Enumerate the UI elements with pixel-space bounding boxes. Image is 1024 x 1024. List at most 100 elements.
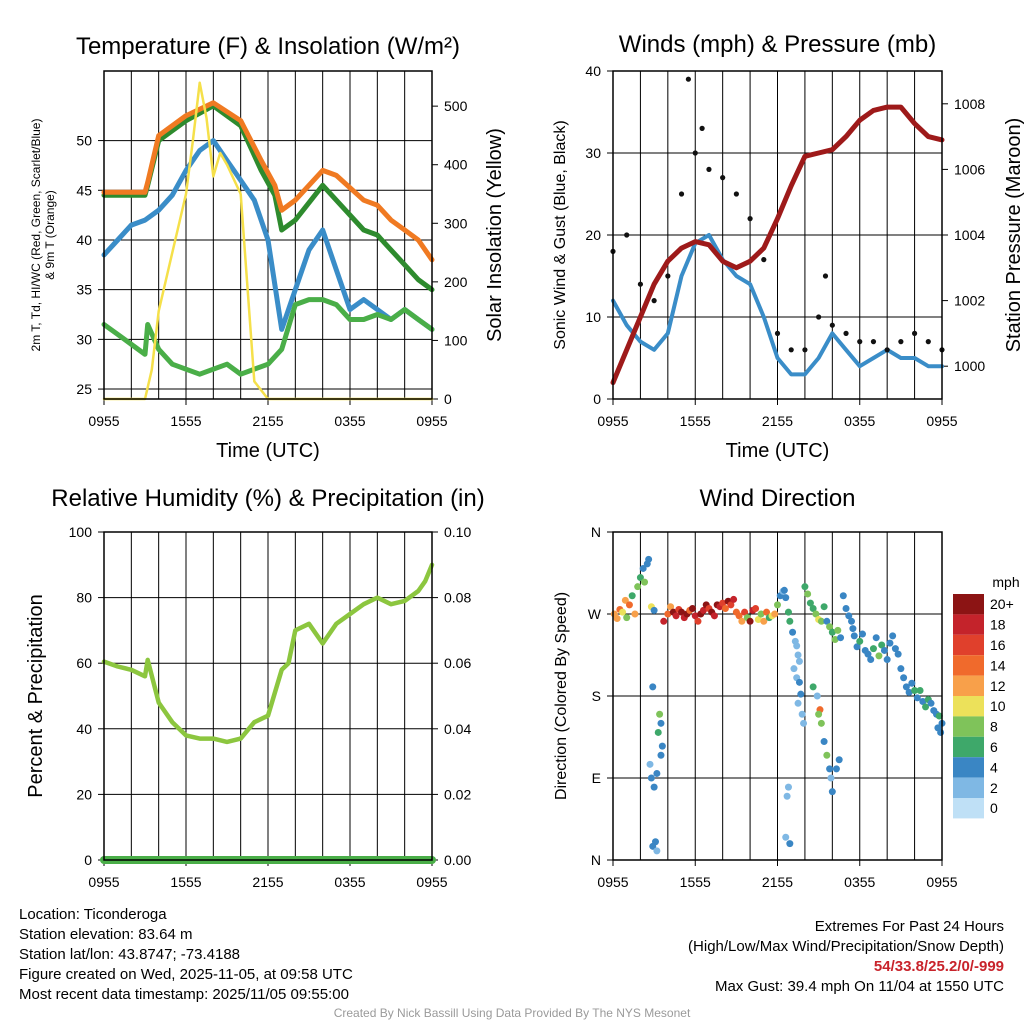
direction-point bbox=[735, 612, 743, 620]
direction-point bbox=[721, 605, 729, 613]
direction-point bbox=[809, 605, 817, 613]
direction-point bbox=[784, 783, 792, 791]
direction-point bbox=[935, 712, 943, 720]
gust-point bbox=[857, 339, 863, 345]
direction-point bbox=[842, 605, 850, 613]
direction-point bbox=[672, 612, 680, 620]
y-axis-title-line1: 2m T, Td, HI/WC (Red, Green, Scarlet/Blu… bbox=[29, 119, 43, 352]
colorbar: mph 20+ 18 16 14 12 10 8 6 4 2 0 bbox=[953, 574, 1020, 819]
direction-point bbox=[793, 642, 801, 650]
figure-created: Figure created on Wed, 2025-11-05, at 09… bbox=[19, 966, 353, 983]
direction-point bbox=[646, 760, 654, 768]
max-gust: Max Gust: 39.4 mph On 11/04 at 1550 UTC bbox=[714, 978, 1004, 995]
colorbar-label: 20+ bbox=[990, 596, 1014, 612]
direction-point bbox=[817, 617, 825, 625]
credit-line: Created By Nick Bassill Using Data Provi… bbox=[333, 1006, 691, 1020]
y-tick-label: 0 bbox=[593, 391, 601, 407]
x-tick-label: 0355 bbox=[334, 874, 365, 890]
direction-point bbox=[625, 601, 633, 609]
series-line-2m-td bbox=[101, 297, 435, 377]
series-line-solar-insolation bbox=[102, 81, 434, 401]
direction-point bbox=[691, 612, 699, 620]
y2-tick-label: 300 bbox=[444, 215, 468, 231]
extremes-panel: Extremes For Past 24 Hours (High/Low/Max… bbox=[688, 917, 1004, 997]
direction-point bbox=[858, 630, 866, 638]
y-tick-label: 35 bbox=[76, 282, 92, 298]
direction-point bbox=[800, 719, 808, 727]
x-axis-title: Time (UTC) bbox=[726, 440, 830, 462]
y-tick-label: 30 bbox=[585, 145, 601, 161]
gust-point bbox=[802, 347, 808, 353]
direction-point bbox=[826, 623, 834, 631]
y-tick-label: 60 bbox=[76, 655, 92, 671]
y-axis-title: Direction (Colored By Speed) bbox=[553, 592, 570, 800]
gust-point bbox=[816, 314, 822, 320]
extremes-title: Extremes For Past 24 Hours bbox=[814, 918, 1004, 935]
colorbar-swatch bbox=[953, 675, 984, 696]
direction-point bbox=[883, 656, 891, 664]
extremes-subtitle: (High/Low/Max Wind/Precipitation/Snow De… bbox=[688, 938, 1004, 955]
direction-point bbox=[746, 617, 754, 625]
y-tick-label: 40 bbox=[585, 63, 601, 79]
direction-point bbox=[831, 636, 839, 644]
panel-wdir: 0955 1555 2155 0355 0955 Wind Direction N E S W N D… bbox=[553, 485, 958, 890]
direction-point bbox=[741, 608, 749, 616]
direction-point bbox=[837, 634, 845, 642]
colorbar-label: 16 bbox=[990, 637, 1006, 653]
y-tick-label: 40 bbox=[76, 721, 92, 737]
direction-point bbox=[657, 719, 665, 727]
direction-point bbox=[639, 564, 647, 572]
colorbar-label: 2 bbox=[990, 780, 998, 796]
direction-point bbox=[631, 610, 639, 618]
y-tick-label: 25 bbox=[76, 381, 92, 397]
direction-point bbox=[897, 665, 905, 673]
gust-point bbox=[685, 76, 691, 82]
direction-point bbox=[812, 610, 820, 618]
gust-point bbox=[829, 322, 835, 328]
direction-point bbox=[845, 612, 853, 620]
direction-point bbox=[634, 583, 642, 591]
colorbar-label: 12 bbox=[990, 678, 1006, 694]
direction-point bbox=[710, 612, 718, 620]
direction-point bbox=[934, 724, 942, 732]
y2-tick-label: 1000 bbox=[954, 358, 985, 374]
x-tick-label: 0955 bbox=[926, 874, 957, 890]
x-tick-label: 1555 bbox=[680, 874, 711, 890]
gust-point bbox=[637, 281, 644, 287]
gust-point bbox=[699, 125, 705, 131]
direction-point bbox=[613, 615, 621, 623]
colorbar-label: 4 bbox=[990, 759, 998, 775]
direction-point bbox=[798, 710, 806, 718]
direction-point bbox=[823, 617, 831, 625]
colorbar-label: 8 bbox=[990, 719, 998, 735]
y-tick-label: N bbox=[591, 852, 601, 868]
direction-point bbox=[900, 674, 908, 682]
colorbar-label: 14 bbox=[990, 657, 1006, 673]
series-line-hi-wc bbox=[101, 138, 435, 332]
direction-point bbox=[797, 690, 805, 698]
series-line-station-pressure bbox=[610, 104, 945, 386]
x-tick-label: 0955 bbox=[926, 413, 957, 429]
direction-point bbox=[875, 652, 883, 660]
direction-point bbox=[650, 606, 658, 614]
colorbar-swatch bbox=[953, 655, 984, 676]
plot-frame bbox=[612, 531, 943, 861]
direction-point bbox=[827, 774, 835, 782]
gust-point bbox=[720, 175, 726, 181]
y-tick-label: S bbox=[592, 688, 601, 704]
direction-point bbox=[823, 751, 831, 759]
colorbar-label: 18 bbox=[990, 617, 1006, 633]
direction-point bbox=[850, 632, 858, 640]
direction-point bbox=[763, 608, 771, 616]
direction-point bbox=[699, 606, 707, 614]
gust-point bbox=[761, 257, 767, 263]
y-tick-label: 0 bbox=[84, 852, 92, 868]
direction-point bbox=[780, 586, 788, 594]
direction-point bbox=[878, 641, 886, 649]
colorbar-label: 10 bbox=[990, 698, 1006, 714]
direction-point bbox=[820, 738, 828, 746]
direction-point bbox=[636, 574, 644, 582]
colorbar-swatch bbox=[953, 798, 984, 819]
gust-point bbox=[706, 166, 712, 172]
y-tick-label: 45 bbox=[76, 182, 92, 198]
